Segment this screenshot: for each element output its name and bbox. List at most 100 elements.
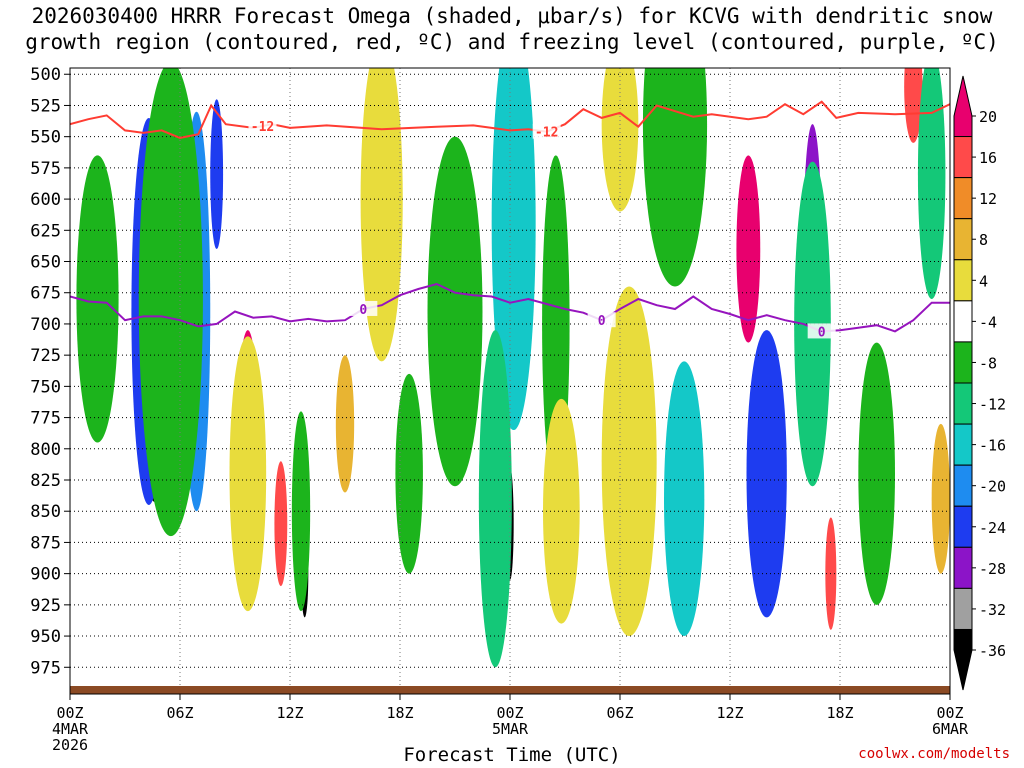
omega-cell: [291, 411, 311, 612]
freezing-level-contour-label: 0: [359, 303, 367, 318]
y-tick-label: 975: [30, 658, 61, 678]
y-tick-label: 625: [30, 221, 61, 241]
y-tick-label: 950: [30, 627, 61, 647]
contour-label-bg: [807, 323, 836, 339]
colorbar-label: -16: [979, 437, 1006, 455]
x-tick-label: 06Z: [166, 704, 193, 722]
contour-label-bg: [248, 118, 277, 134]
y-tick-label: 850: [30, 502, 61, 522]
colorbar-label: -32: [979, 601, 1006, 619]
x-tick-label: 00Z: [936, 704, 963, 722]
colorbar-label: 4: [979, 272, 988, 290]
contour-label-bg: [587, 312, 616, 328]
y-tick-label: 725: [30, 346, 61, 366]
dgz-contour-label: -12: [535, 126, 558, 141]
colorbar-swatch: [953, 300, 973, 343]
colorbar-swatch: [953, 546, 973, 589]
y-tick-label: 550: [30, 128, 61, 148]
x-tick-date-label: 6MAR: [932, 720, 969, 738]
omega-cell: [904, 68, 923, 143]
colorbar-label: -28: [979, 560, 1006, 578]
colorbar-label: 16: [979, 149, 997, 167]
colorbar-swatch: [953, 136, 973, 179]
omega-cell: [664, 361, 705, 637]
y-tick-label: 825: [30, 471, 61, 491]
freezing-level-contour: [70, 282, 950, 333]
x-tick-date-label: 4MAR: [52, 720, 89, 738]
omega-cell: [360, 68, 403, 362]
y-tick-label: 925: [30, 596, 61, 616]
omega-cell: [931, 423, 950, 574]
omega-cell: [335, 355, 355, 493]
colorbar-swatch: [953, 177, 973, 220]
colorbar-swatch: [953, 259, 973, 302]
x-tick-label: 12Z: [276, 704, 303, 722]
omega-cell: [427, 136, 483, 487]
x-tick-label: 00Z: [496, 704, 523, 722]
colorbar-swatch: [953, 382, 973, 425]
y-tick-label: 675: [30, 284, 61, 304]
colorbar-swatch: [953, 628, 973, 691]
colorbar-swatch: [953, 218, 973, 261]
x-tick-label: 06Z: [606, 704, 633, 722]
colorbar-label: 20: [979, 108, 997, 126]
omega-cell: [274, 461, 288, 587]
dgz-contour: [70, 100, 950, 139]
colorbar-label: -8: [979, 354, 997, 372]
colorbar-swatch: [953, 341, 973, 384]
colorbar-label: -4: [979, 313, 997, 331]
colorbar-label: 12: [979, 190, 997, 208]
chart-title-line-2: growth region (contoured, red, ºC) and f…: [25, 30, 999, 54]
chart-title-line-1: 2026030400 HRRR Forecast Omega (shaded, …: [31, 4, 993, 28]
x-tick-date-label: 2026: [52, 736, 88, 754]
omega-cell: [543, 398, 580, 624]
omega-cell: [229, 336, 267, 612]
dgz-contour-label: -12: [251, 120, 274, 135]
ground-surface: [70, 686, 950, 694]
colorbar-swatch: [953, 505, 973, 548]
omega-cell: [601, 286, 657, 637]
y-tick-label: 700: [30, 315, 61, 335]
omega-cell: [395, 373, 423, 574]
credit-text: coolwx.com/modelts: [858, 746, 1010, 762]
colorbar-label: -24: [979, 519, 1006, 537]
x-axis-title: Forecast Time (UTC): [403, 744, 621, 766]
x-tick-label: 18Z: [386, 704, 413, 722]
omega-cell: [601, 68, 639, 212]
colorbar-swatch: [953, 464, 973, 507]
y-tick-label: 775: [30, 409, 61, 429]
omega-cell: [917, 68, 946, 299]
contour-label-bg: [349, 300, 378, 316]
x-tick-label: 18Z: [826, 704, 853, 722]
contour-label-bg: [532, 123, 561, 139]
colorbar-label: 8: [979, 231, 988, 249]
colorbar-swatch: [953, 75, 973, 138]
y-tick-label: 750: [30, 377, 61, 397]
omega-cell: [736, 155, 761, 343]
omega-cell: [478, 330, 512, 668]
y-tick-label: 525: [30, 96, 61, 116]
x-tick-date-label: 5MAR: [492, 720, 529, 738]
colorbar-label: -36: [979, 642, 1006, 660]
omega-cell: [138, 68, 203, 537]
omega-cell: [210, 99, 224, 250]
y-tick-label: 600: [30, 190, 61, 210]
y-tick-label: 650: [30, 253, 61, 273]
colorbar-label: -20: [979, 478, 1006, 496]
colorbar-label: -12: [979, 396, 1006, 414]
freezing-level-contour-label: 0: [598, 314, 606, 329]
y-tick-label: 500: [30, 65, 61, 85]
y-tick-label: 575: [30, 159, 61, 179]
x-tick-label: 00Z: [56, 704, 83, 722]
omega-cell: [746, 330, 787, 618]
freezing-level-contour-label: 0: [818, 325, 826, 340]
omega-cell: [491, 68, 536, 430]
colorbar-swatch: [953, 423, 973, 466]
y-tick-label: 875: [30, 533, 61, 553]
colorbar-swatch: [953, 587, 973, 630]
x-tick-label: 12Z: [716, 704, 743, 722]
omega-cell: [858, 342, 896, 605]
y-tick-label: 800: [30, 440, 61, 460]
omega-cell: [76, 155, 119, 443]
